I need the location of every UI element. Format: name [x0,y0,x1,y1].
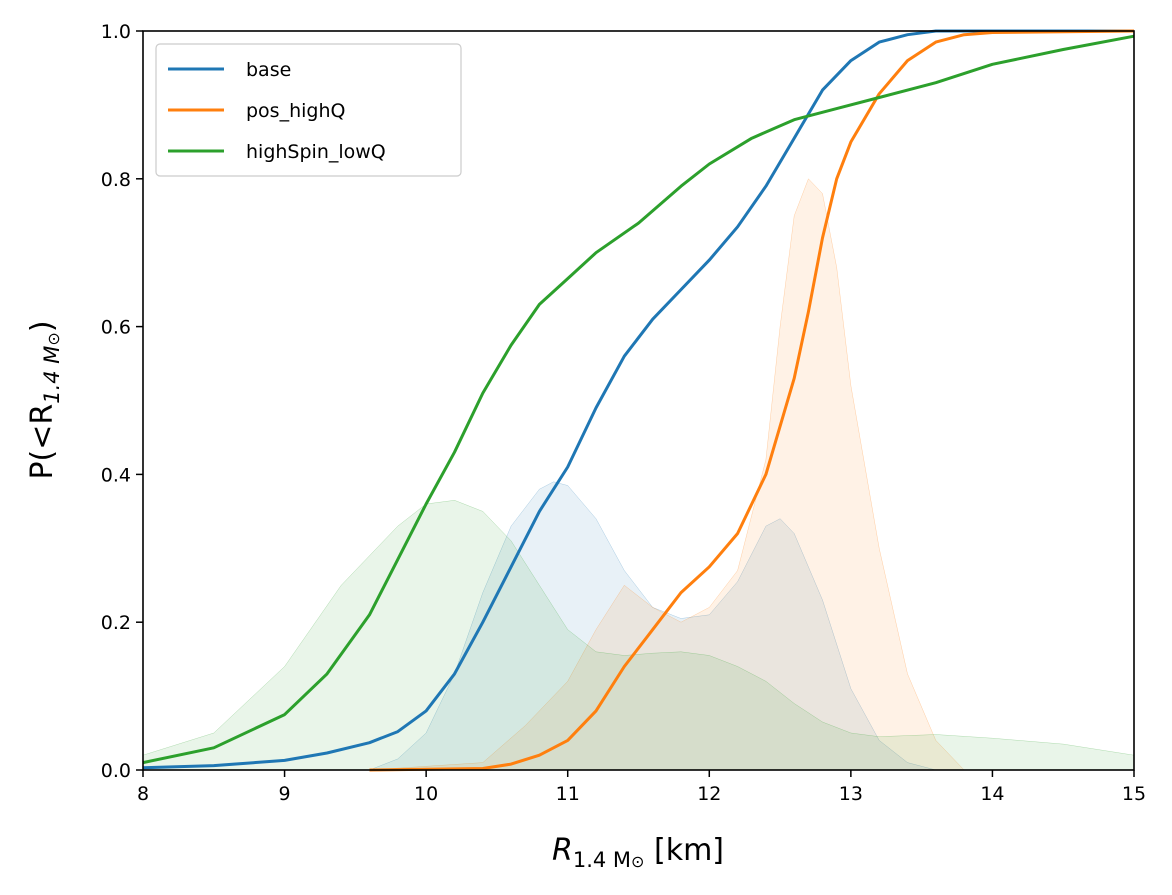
x-tick-label: 8 [137,783,149,805]
cdf-lines [142,29,1135,772]
y-axis-ticks: 0.0 0.2 0.4 0.6 0.8 1.0 [101,21,143,782]
y-tick-label: 0.2 [101,612,131,634]
legend-label-base: base [246,59,291,81]
density-highspin-lowq [142,500,1135,771]
y-tick-label: 0.4 [101,464,131,486]
y-tick-label: 1.0 [101,21,131,43]
density-pos-highq [369,178,965,771]
x-tick-label: 11 [556,783,580,805]
y-tick-label: 0.6 [101,317,131,339]
cdf-line-highspin-lowq [142,34,1135,765]
x-tick-label: 13 [839,783,863,805]
y-axis-label: P(<R1.4 M⊙) [25,320,64,479]
legend-label-pos-highq: pos_highQ [246,100,345,122]
x-tick-label: 12 [697,783,721,805]
density-fills [142,178,1135,771]
cdf-line-base [142,29,1134,770]
y-tick-label: 0.8 [101,169,131,191]
legend-box [155,43,462,177]
cdf-line-pos-highq [369,29,1135,772]
x-axis-label: R1.4 M⊙ [km] [552,833,724,872]
x-tick-label: 15 [1122,783,1146,805]
x-tick-label: 10 [414,783,438,805]
legend-label-highspin-lowq: highSpin_lowQ [246,141,386,163]
x-axis-ticks: 8 9 10 11 12 13 14 15 [137,770,1146,805]
y-tick-label: 0.0 [101,760,131,782]
legend: base pos_highQ highSpin_lowQ [155,43,462,177]
x-tick-label: 9 [279,783,291,805]
plot-frame [142,30,1135,771]
x-tick-label: 14 [980,783,1004,805]
